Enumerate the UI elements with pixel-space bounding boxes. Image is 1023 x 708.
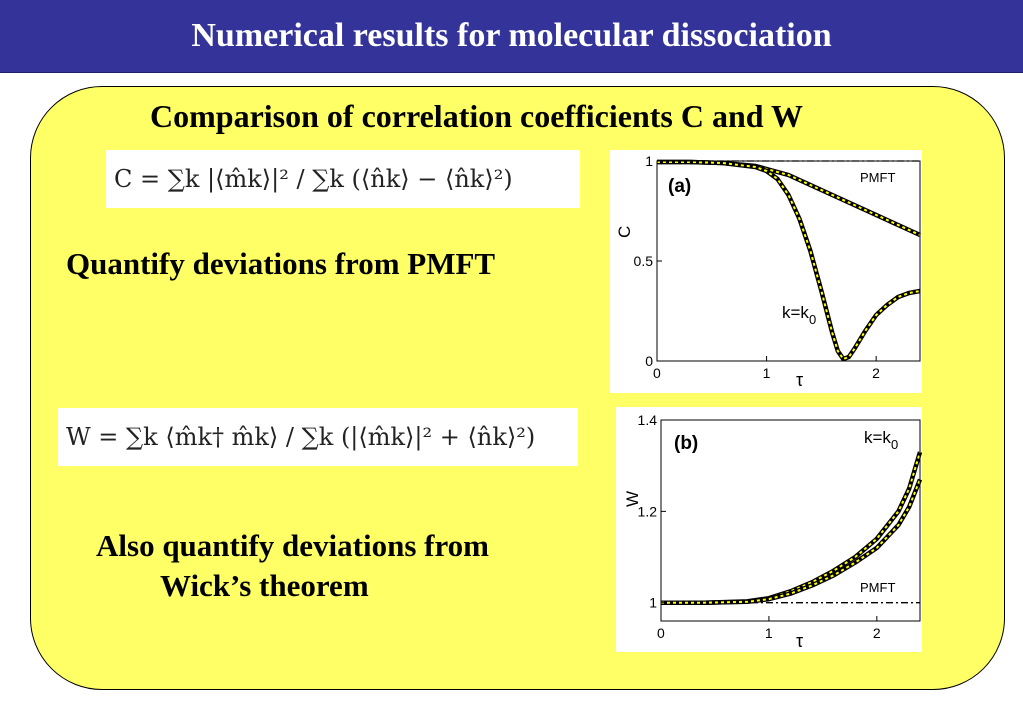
bullet-wick-line2: Wick’s theorem [160,568,369,603]
y-tick-label: 1 [645,153,653,169]
x-tick-label: 2 [872,365,880,381]
series-2-outline [657,159,921,362]
plot-b-frame [660,419,921,622]
formula-c: C = ∑k |⟨m̂k⟩|² / ∑k (⟨n̂k⟩ − ⟨n̂k⟩²) [106,150,580,208]
plot-b-panel-label: (b) [674,433,698,454]
x-tick-label: 0 [657,625,665,641]
bullet-wick-line1: Also quantify deviations from [96,528,489,563]
plot-b-xlabel: τ [796,631,803,651]
plot-b-ylabel: W [623,491,642,507]
plot-a-panel-label: (a) [668,176,691,197]
x-tick-label: 0 [653,365,661,381]
x-tick-label: 1 [763,365,771,381]
y-tick-label: 1.2 [638,503,658,519]
plot-a-frame [656,160,921,362]
bullet-pmft: Quantify deviations from PMFT [66,246,496,281]
plot-a-ylabel: C [615,226,634,238]
plot-b-annotation-pmft: PMFT [860,580,895,595]
slide-heading: Comparison of correlation coefficients C… [150,98,803,134]
plot-a-annotation-k: k=k0 [782,303,816,327]
series-2-line [661,479,921,604]
plot-b-annotation-k: k=k0 [864,428,898,452]
plot-b-svg: 0 1 211.21.4 (b) k=k0 PMFT τ W [623,412,922,651]
plot-a-annotation-pmft: PMFT [860,170,895,185]
x-tick-label: 1 [765,625,773,641]
y-tick-label: 0 [645,353,653,369]
series-2-line [657,161,921,361]
plot-a: 0 1 2 0 0.5 1 (a) PMFT k=k0 τ C [610,150,922,393]
plot-a-xlabel: τ [796,370,803,390]
title-bar: Numerical results for molecular dissocia… [0,0,1023,73]
formula-w: W = ∑k ⟨m̂k† m̂k⟩ / ∑k (|⟨m̂k⟩|² + ⟨n̂k⟩… [58,408,578,466]
y-tick-label: 1 [649,595,657,611]
y-tick-label: 0.5 [634,253,654,269]
plot-a-svg: 0 1 2 0 0.5 1 (a) PMFT k=k0 τ C [615,153,921,390]
slide-title: Numerical results for molecular dissocia… [191,17,832,54]
x-tick-label: 2 [873,625,881,641]
plot-b: 0 1 2 1 1.2 1.4 (b) k=k0 PMFT τ W [616,407,922,652]
y-tick-label: 1.4 [638,412,658,428]
